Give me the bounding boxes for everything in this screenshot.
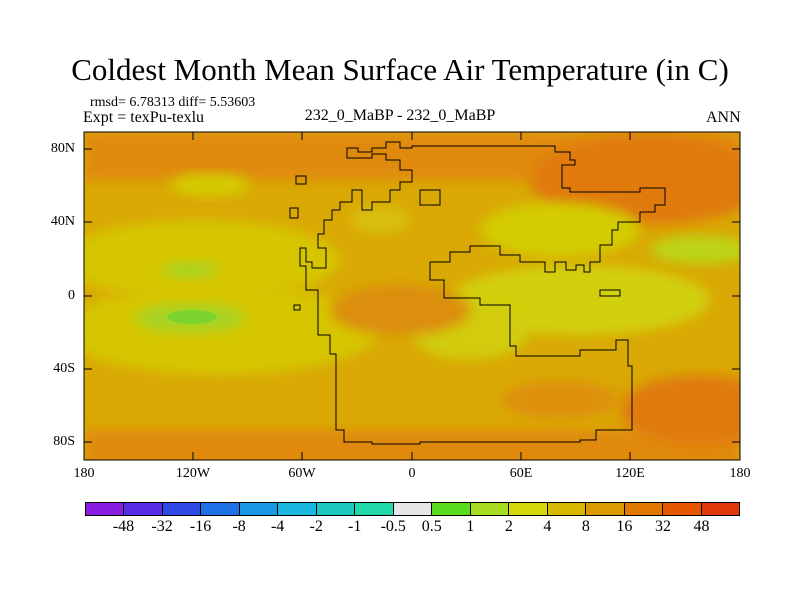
lat-label-80s: 80S bbox=[53, 434, 75, 449]
colorbar-label: -0.5 bbox=[380, 518, 406, 535]
continent-outline bbox=[299, 141, 666, 445]
colorbar-swatch bbox=[701, 503, 739, 515]
lon-label-60w: 60W bbox=[288, 466, 316, 481]
north-asia-band bbox=[530, 135, 740, 225]
colorbar-swatch bbox=[162, 503, 202, 515]
colorbar-label: 2 bbox=[504, 518, 513, 535]
colorbar-label: 8 bbox=[581, 518, 590, 535]
colorbar-swatch bbox=[86, 503, 125, 515]
colorbar-label: 32 bbox=[654, 518, 671, 535]
pacific-north-yellow bbox=[84, 220, 340, 300]
colorbar-swatch bbox=[586, 503, 625, 515]
south-band bbox=[84, 430, 740, 460]
colorbar bbox=[85, 502, 740, 516]
island-outline-1 bbox=[295, 175, 307, 185]
colorbar-label: -1 bbox=[348, 518, 362, 535]
island-outline-3 bbox=[293, 304, 301, 311]
colorbar-swatch bbox=[509, 503, 548, 515]
map-field bbox=[84, 132, 740, 460]
colorbar-label: -16 bbox=[189, 518, 212, 535]
lon-label-180e: 180 bbox=[729, 466, 751, 481]
lat-label-80n: 80N bbox=[50, 141, 75, 156]
axis-ticks bbox=[83, 132, 741, 460]
colorbar-label: -4 bbox=[270, 518, 285, 535]
colorbar-swatch bbox=[239, 503, 279, 515]
east-green bbox=[650, 236, 740, 264]
pacific-green-core bbox=[167, 310, 217, 324]
island-outline-2 bbox=[289, 207, 299, 219]
lon-label-120e: 120E bbox=[615, 466, 645, 481]
colorbar-swatch bbox=[201, 503, 240, 515]
colorbar-label: 16 bbox=[616, 518, 633, 535]
lon-label-60e: 60E bbox=[509, 466, 533, 481]
colorbar-swatch bbox=[124, 503, 163, 515]
pacific-south-yellow bbox=[84, 285, 380, 375]
land-yellow bbox=[350, 206, 410, 234]
lat-label-40s: 40S bbox=[53, 361, 75, 376]
north-yellow-spot bbox=[170, 173, 250, 197]
map-title: Coldest Month Mean Surface Air Temperatu… bbox=[71, 52, 729, 87]
lon-label-180w: 180 bbox=[73, 466, 95, 481]
colorbar-label: -48 bbox=[112, 518, 135, 535]
island-outline-5 bbox=[419, 189, 441, 206]
colorbar-label: 4 bbox=[543, 518, 552, 535]
island-outline-4 bbox=[599, 289, 621, 297]
case-label: 232_0_MaBP - 232_0_MaBP bbox=[304, 107, 496, 124]
south-east-band bbox=[620, 375, 740, 445]
colorbar-label: 48 bbox=[693, 518, 710, 535]
colorbar-swatch bbox=[432, 503, 471, 515]
colorbar-swatch bbox=[470, 503, 510, 515]
lon-label-0: 0 bbox=[408, 466, 416, 481]
land-orange-2 bbox=[500, 382, 620, 418]
colorbar-swatch bbox=[278, 503, 317, 515]
colorbar-swatch bbox=[624, 503, 664, 515]
colorbar-label: 1 bbox=[466, 518, 475, 535]
colorbar-swatch bbox=[393, 503, 433, 515]
colorbar-label: -8 bbox=[232, 518, 246, 535]
colorbar-swatch bbox=[663, 503, 702, 515]
experiment-label: Expt = texPu-texlu bbox=[83, 109, 205, 126]
lon-label-120w: 120W bbox=[175, 466, 211, 481]
stats-text: rmsd= 6.78313 diff= 5.53603 bbox=[90, 95, 256, 110]
lat-label-0: 0 bbox=[68, 288, 75, 303]
colorbar-label: -2 bbox=[309, 518, 323, 535]
colorbar-label: -32 bbox=[151, 518, 173, 535]
period-label: ANN bbox=[706, 109, 741, 126]
lat-label-40n: 40N bbox=[50, 214, 75, 229]
asia-yellow bbox=[480, 202, 640, 258]
colorbar-swatch bbox=[547, 503, 587, 515]
land-orange-1 bbox=[330, 285, 470, 335]
colorbar-swatch bbox=[355, 503, 394, 515]
colorbar-label: 0.5 bbox=[421, 518, 442, 535]
pacific-green-north bbox=[162, 262, 218, 278]
colorbar-swatch bbox=[316, 503, 356, 515]
